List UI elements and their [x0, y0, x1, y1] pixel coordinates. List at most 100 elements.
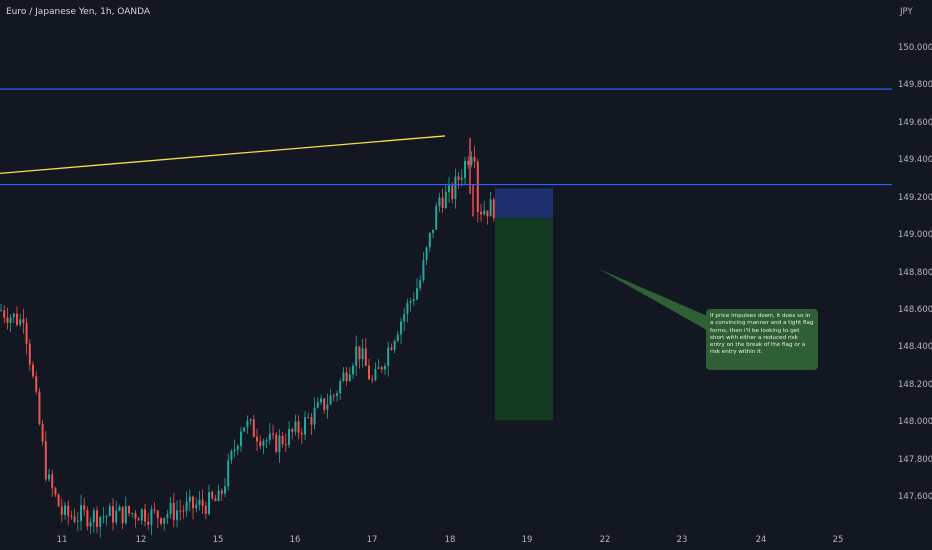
candle-body — [108, 506, 111, 517]
candle-body — [64, 505, 66, 515]
price-tick-label: 149.400 — [898, 155, 932, 166]
candle-body — [265, 440, 268, 442]
price-tick-label: 148.800 — [898, 267, 932, 278]
candle-body — [384, 365, 386, 370]
candle-body — [291, 428, 294, 432]
candle-body — [86, 510, 89, 527]
candle-body — [339, 381, 342, 394]
candle-body — [387, 347, 390, 366]
trade-note[interactable]: If price impulses down, it does so in a … — [706, 309, 818, 370]
candle-body — [342, 372, 345, 382]
candle-body — [220, 490, 223, 494]
candle-body — [163, 517, 166, 524]
candle-body — [240, 431, 242, 447]
candle-body — [115, 510, 118, 523]
candle-body — [153, 509, 156, 511]
candle-body — [246, 420, 249, 428]
candle-body — [425, 247, 428, 261]
candle-body — [6, 317, 9, 323]
candle-body — [406, 302, 409, 314]
candle-body — [473, 157, 476, 162]
candle-body — [96, 510, 98, 527]
candle-body — [326, 404, 329, 410]
candle-body — [89, 522, 92, 527]
candle-body — [131, 513, 134, 515]
candle-body — [422, 260, 425, 281]
candle-body — [316, 402, 319, 408]
candle-body — [403, 313, 406, 322]
candle-body — [259, 441, 262, 446]
stop-loss-zone — [495, 188, 553, 219]
candle-body — [249, 419, 252, 421]
candles-layer — [0, 137, 495, 538]
candle-body — [464, 160, 466, 178]
price-tick-label: 149.000 — [898, 230, 932, 241]
candle-body — [275, 434, 278, 453]
candle-body — [179, 510, 182, 512]
candle-body — [320, 398, 322, 403]
price-tick-label: 147.600 — [898, 492, 932, 502]
candle-body — [281, 435, 284, 445]
candle-body — [345, 372, 348, 381]
drawings-layer — [0, 88, 892, 421]
candle-body — [83, 505, 86, 511]
candle-body — [124, 506, 127, 524]
price-tick-label: 149.200 — [898, 192, 932, 203]
take-profit-zone — [495, 218, 553, 421]
candle-body — [355, 346, 358, 366]
candle-body — [243, 427, 246, 432]
candle-body — [121, 506, 124, 524]
time-tick-label: 16 — [289, 535, 301, 545]
candle-body — [297, 421, 300, 433]
candle-body — [198, 499, 201, 505]
candle-body — [208, 492, 210, 514]
price-tick-label: 147.800 — [898, 454, 932, 465]
candle-body — [390, 347, 393, 350]
candle-body — [470, 157, 473, 165]
candle-body — [224, 486, 226, 494]
price-tick-label: 148.200 — [898, 379, 932, 390]
candle-body — [460, 177, 463, 180]
candle-body — [428, 232, 431, 248]
candle-body — [188, 496, 191, 502]
candle-body — [38, 391, 41, 424]
candle-body — [329, 395, 332, 405]
candle-body — [323, 398, 326, 410]
candle-body — [99, 517, 102, 527]
candle-body — [400, 321, 402, 335]
candle-body — [480, 211, 482, 215]
candle-body — [3, 310, 6, 318]
candle-body — [140, 509, 143, 521]
candle-body — [92, 510, 95, 523]
candle-body — [118, 506, 121, 511]
candle-body — [137, 518, 140, 521]
candle-body — [272, 433, 274, 435]
candle-body — [393, 340, 396, 350]
candle-body — [9, 317, 12, 323]
candle-body — [304, 417, 306, 435]
candle-body — [54, 488, 57, 495]
candle-body — [25, 322, 28, 344]
candle-body — [377, 367, 380, 369]
candle-body — [438, 197, 441, 207]
candle-body — [396, 334, 399, 341]
candle-body — [256, 436, 258, 442]
symbol-title[interactable]: Euro / Japanese Yen, 1h, OANDA — [6, 7, 151, 17]
candle-body — [22, 319, 25, 323]
candle-body — [448, 185, 450, 193]
candle-body — [44, 441, 47, 480]
candle-body — [262, 441, 265, 446]
candle-body — [102, 516, 105, 518]
candle-body — [371, 379, 374, 381]
candle-body — [419, 280, 422, 289]
candle-body — [172, 502, 175, 520]
candle-body — [233, 449, 236, 452]
candle-body — [217, 490, 220, 501]
candle-body — [169, 502, 172, 515]
candle-body — [284, 444, 287, 446]
time-tick-label: 11 — [56, 535, 68, 545]
candle-body — [252, 419, 255, 437]
candle-body — [80, 505, 82, 521]
candle-body — [105, 516, 108, 518]
